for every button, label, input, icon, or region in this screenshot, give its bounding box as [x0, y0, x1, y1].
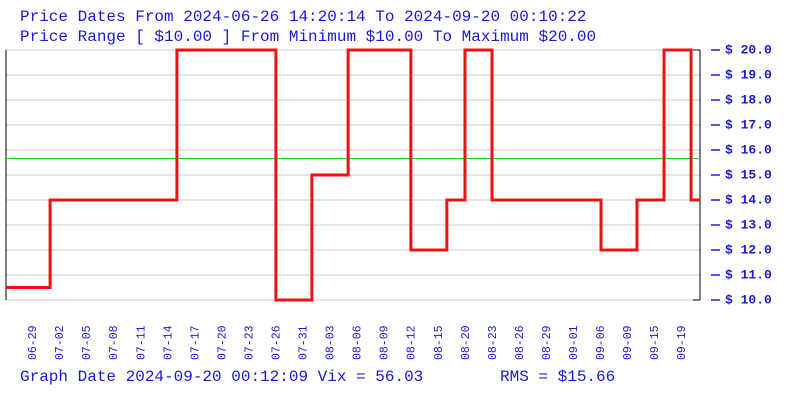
- x-tick-label: 08-06: [352, 325, 365, 360]
- y-tick-label: $ 12.0: [725, 242, 772, 257]
- x-tick-label: 08-26: [514, 325, 527, 360]
- y-tick-label: $ 18.0: [725, 92, 772, 107]
- y-tick-label: $ 16.0: [725, 142, 772, 157]
- x-tick-label: 08-12: [406, 325, 419, 360]
- y-tick-label: $ 19.0: [725, 67, 772, 82]
- x-tick-label: 09-06: [595, 325, 608, 360]
- y-tick-label: $ 14.0: [725, 192, 772, 207]
- rms-label: RMS = $15.66: [500, 368, 615, 386]
- y-tick-label: $ 13.0: [725, 217, 772, 232]
- price-line: [6, 48, 700, 302]
- y-tick-label: $ 10.0: [725, 292, 772, 307]
- x-tick-label: 07-31: [298, 325, 311, 360]
- chart-title: Price Dates From 2024-06-26 14:20:14 To …: [20, 8, 587, 26]
- x-tick-label: 08-29: [541, 325, 554, 360]
- x-tick-label: 07-26: [270, 325, 283, 360]
- y-tick-label: $ 20.0: [725, 42, 772, 57]
- y-tick-label: $ 17.0: [725, 117, 772, 132]
- x-tick-label: 07-14: [162, 325, 175, 360]
- x-tick-label: 06-29: [27, 325, 40, 360]
- x-tick-label: 09-01: [568, 325, 581, 360]
- x-tick-label: 09-19: [676, 325, 689, 360]
- x-tick-label: 08-23: [487, 325, 500, 360]
- x-tick-label: 07-23: [243, 325, 256, 360]
- x-tick-label: 08-09: [379, 325, 392, 360]
- y-tick-label: $ 15.0: [725, 167, 772, 182]
- x-tick-label: 09-09: [622, 325, 635, 360]
- x-tick-label: 07-11: [135, 325, 148, 360]
- footer: Graph Date 2024-09-20 00:12:09 Vix = 56.…: [20, 368, 423, 386]
- x-tick-label: 07-17: [189, 325, 202, 360]
- x-tick-label: 08-15: [433, 325, 446, 360]
- y-tick-label: $ 11.0: [725, 267, 772, 282]
- x-tick-label: 07-08: [108, 325, 121, 360]
- x-tick-label: 07-05: [81, 325, 94, 360]
- x-tick-label: 07-20: [216, 325, 229, 360]
- chart-subtitle: Price Range [ $10.00 ] From Minimum $10.…: [20, 28, 596, 46]
- x-tick-label: 09-15: [649, 325, 662, 360]
- x-tick-label: 08-20: [460, 325, 473, 360]
- x-tick-label: 08-03: [325, 325, 338, 360]
- x-tick-label: 07-02: [54, 325, 67, 360]
